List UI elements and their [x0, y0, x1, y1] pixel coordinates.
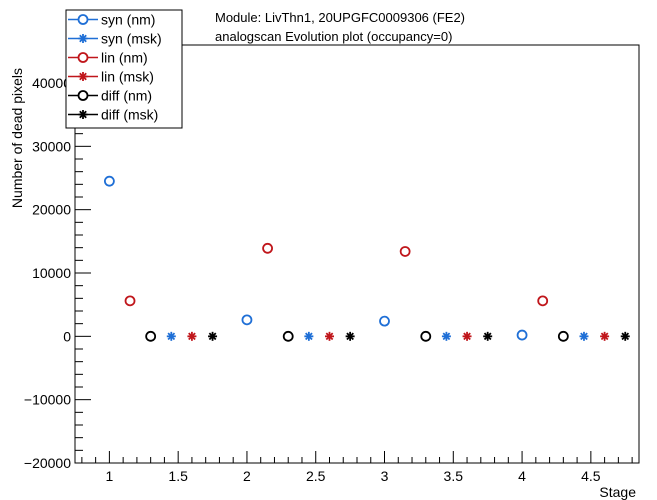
legend-marker-star — [78, 72, 88, 81]
legend-entry: diff (nm) — [68, 88, 152, 104]
x-tick-label: 2 — [243, 468, 251, 484]
data-point-open-circle — [537, 295, 549, 307]
data-point-star — [324, 331, 334, 341]
data-point-star — [208, 331, 218, 341]
legend-entry: syn (msk) — [68, 31, 162, 47]
data-point-open-circle — [282, 330, 294, 342]
y-axis-label: Number of dead pixels — [9, 68, 25, 208]
x-tick-label: 2.5 — [306, 468, 326, 484]
data-point-star — [483, 331, 493, 341]
y-tick-label: 20000 — [32, 202, 71, 218]
data-point-star — [166, 331, 176, 341]
x-tick-label: 1 — [105, 468, 113, 484]
legend-label: diff (nm) — [101, 88, 152, 104]
legend-marker-star — [78, 34, 88, 43]
data-point-star — [600, 331, 610, 341]
data-point-open-circle — [379, 315, 390, 327]
chart-title-line-2: analogscan Evolution plot (occupancy=0) — [215, 29, 452, 44]
legend-box — [65, 9, 183, 129]
x-tick-label: 4 — [518, 468, 526, 484]
data-point-star — [187, 331, 197, 341]
data-point-open-circle — [399, 246, 411, 257]
data-point-open-circle — [103, 175, 115, 187]
legend-entry: lin (msk) — [68, 69, 154, 85]
data-point-open-circle — [516, 329, 528, 341]
data-point-star — [304, 331, 314, 341]
legend-label: lin (msk) — [101, 69, 154, 85]
legend-label: lin (nm) — [101, 50, 148, 66]
x-axis: 1 1.5 2 2.5 3 3.5 4 4.5 — [81, 451, 633, 484]
legend: syn (nm) syn (msk) lin (nm) lin (msk) diff (… — [65, 9, 183, 129]
data-point-open-circle — [557, 330, 569, 342]
x-tick-label: 3.5 — [444, 468, 464, 484]
legend-entry: lin (nm) — [68, 50, 148, 66]
chart-title: Module: LivThn1, 20UPGFC0009306 (FE2) an… — [215, 10, 465, 44]
legend-marker-open-circle — [77, 14, 89, 25]
y-tick-label: 40000 — [32, 75, 71, 91]
y-tick-label: −20000 — [24, 455, 71, 471]
legend-marker-open-circle — [77, 90, 89, 101]
y-tick-label: 10000 — [32, 265, 71, 281]
x-tick-label: 1.5 — [168, 468, 188, 484]
data-point-open-circle — [420, 330, 432, 342]
data-point-star — [345, 331, 355, 341]
data-point-star — [441, 331, 451, 341]
legend-label: diff (msk) — [101, 107, 158, 123]
data-points — [103, 175, 630, 342]
x-tick-label: 4.5 — [581, 468, 601, 484]
chart-title-line-1: Module: LivThn1, 20UPGFC0009306 (FE2) — [215, 10, 465, 25]
legend-entry: diff (msk) — [68, 107, 158, 123]
legend-marker-star — [78, 110, 88, 119]
data-point-star — [462, 331, 472, 341]
legend-entry: syn (nm) — [68, 12, 155, 28]
y-tick-label: −10000 — [24, 392, 71, 408]
data-point-open-circle — [262, 242, 273, 254]
y-axis: −20000 −10000 0 10000 20000 30000 40000 — [24, 44, 91, 471]
data-point-star — [579, 331, 589, 341]
data-point-open-circle — [145, 330, 157, 342]
legend-label: syn (nm) — [101, 12, 155, 28]
data-point-open-circle — [241, 314, 253, 326]
legend-marker-open-circle — [77, 52, 89, 63]
y-tick-label: 30000 — [32, 138, 71, 154]
x-tick-label: 3 — [381, 468, 389, 484]
data-point-open-circle — [124, 295, 136, 307]
legend-label: syn (msk) — [101, 31, 162, 47]
x-axis-label: Stage — [599, 484, 636, 500]
data-point-star — [620, 331, 630, 341]
y-tick-label: 0 — [63, 328, 71, 344]
